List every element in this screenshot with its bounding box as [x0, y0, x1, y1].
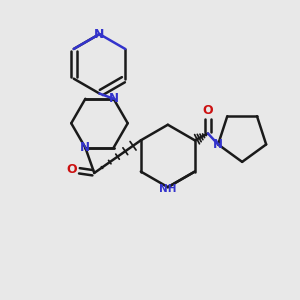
Text: N: N [94, 28, 105, 40]
Text: N: N [80, 141, 90, 154]
Text: N: N [213, 138, 223, 151]
Text: O: O [66, 164, 77, 176]
Text: N: N [109, 92, 118, 105]
Text: O: O [203, 104, 213, 117]
Text: NH: NH [159, 184, 177, 194]
